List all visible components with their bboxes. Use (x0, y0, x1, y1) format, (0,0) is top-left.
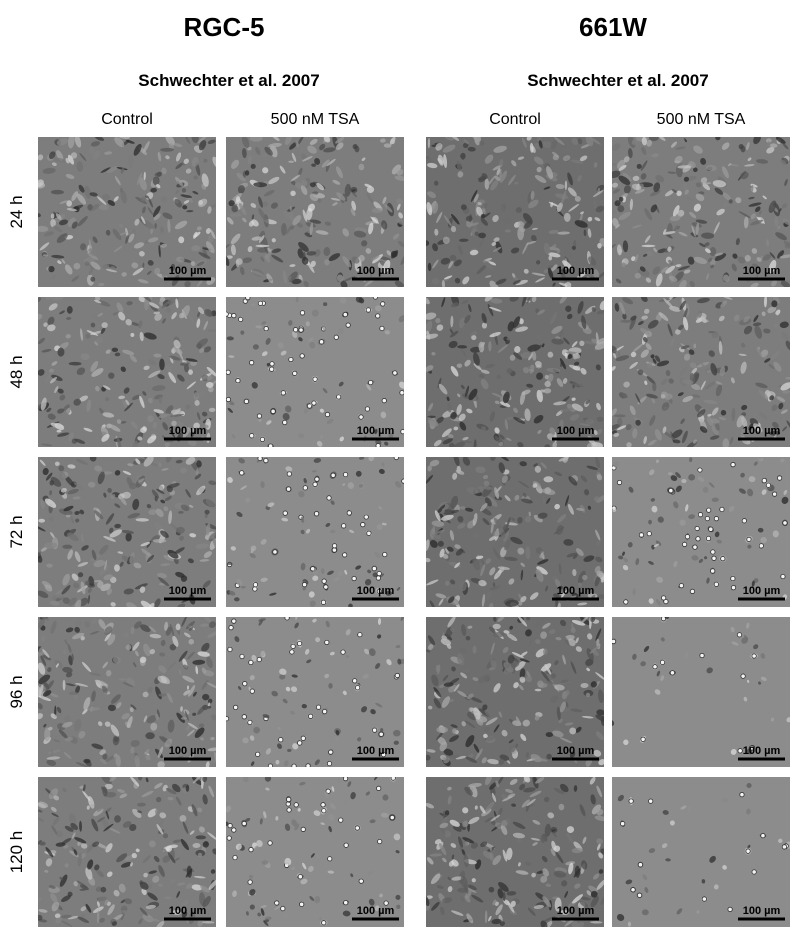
scale-bar-label: 100 µm (169, 905, 207, 917)
scale-bar-label: 100 µm (743, 745, 781, 757)
scale-bar-label: 100 µm (743, 905, 781, 917)
scale-bar-label: 100 µm (557, 745, 595, 757)
micrograph (38, 297, 216, 447)
scale-bar-label: 100 µm (557, 425, 595, 437)
scale-bar-label: 100 µm (357, 425, 395, 437)
row-label: 96 h (7, 675, 26, 708)
micrograph (426, 777, 604, 927)
micrograph (426, 297, 604, 447)
panel-title: RGC-5 (184, 12, 265, 42)
column-label: 500 nM TSA (657, 111, 746, 128)
column-label: 500 nM TSA (271, 111, 360, 128)
scale-bar-label: 100 µm (169, 585, 207, 597)
scale-bar-label: 100 µm (557, 905, 595, 917)
scale-bar-label: 100 µm (357, 905, 395, 917)
scale-bar-label: 100 µm (169, 425, 207, 437)
panel-title: 661W (579, 12, 647, 42)
micrograph (426, 457, 604, 607)
scale-bar-label: 100 µm (557, 265, 595, 277)
micrograph (226, 137, 404, 287)
scale-bar-label: 100 µm (357, 745, 395, 757)
panel-subtitle: Schwechter et al. 2007 (527, 71, 708, 90)
row-label: 72 h (7, 515, 26, 548)
micrograph (38, 137, 216, 287)
micrograph (38, 617, 216, 767)
micrograph (426, 137, 604, 287)
micrograph (612, 297, 790, 447)
scale-bar-label: 100 µm (357, 265, 395, 277)
column-label: Control (489, 111, 541, 128)
micrograph (612, 617, 790, 767)
micrograph (226, 457, 404, 607)
row-label: 120 h (7, 831, 26, 874)
micrograph (226, 297, 404, 447)
micrograph (612, 137, 790, 287)
micrograph (38, 777, 216, 927)
scale-bar-label: 100 µm (743, 265, 781, 277)
scale-bar-label: 100 µm (169, 265, 207, 277)
scale-bar-label: 100 µm (357, 585, 395, 597)
row-label: 48 h (7, 355, 26, 388)
micrograph (612, 777, 790, 927)
column-label: Control (101, 111, 153, 128)
micrograph (226, 617, 404, 767)
micrograph (226, 777, 404, 927)
scale-bar-label: 100 µm (743, 425, 781, 437)
micrograph (426, 617, 604, 767)
micrograph (612, 457, 790, 607)
scale-bar-label: 100 µm (743, 585, 781, 597)
row-label: 24 h (7, 195, 26, 228)
scale-bar-label: 100 µm (169, 745, 207, 757)
scale-bar-label: 100 µm (557, 585, 595, 597)
micrograph (38, 457, 216, 607)
panel-subtitle: Schwechter et al. 2007 (138, 71, 319, 90)
